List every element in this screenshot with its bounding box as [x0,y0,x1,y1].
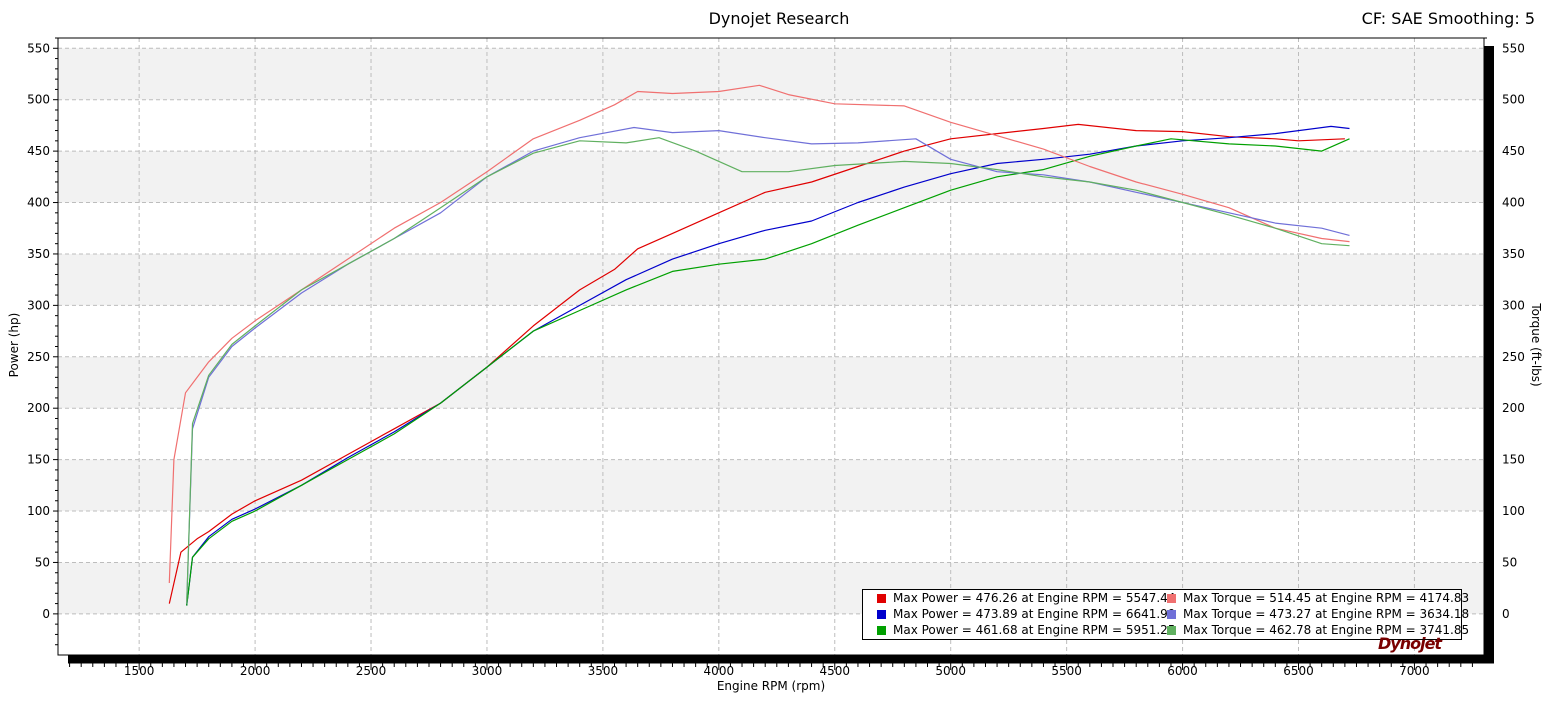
y2-tick-label: 50 [1502,555,1517,569]
legend-text: Max Torque = 462.78 at Engine RPM = 3741… [1183,623,1470,637]
plot-band [58,202,1484,254]
y2-tick-label: 0 [1502,607,1510,621]
plot-band [58,151,1484,203]
x-tick-label: 6500 [1283,664,1314,678]
x-tick-label: 6000 [1167,664,1198,678]
torque-curve-3 [168,84,1350,584]
y2-tick-label: 100 [1502,504,1525,518]
x-tick-label: 5000 [935,664,966,678]
y-tick-label: 450 [27,144,50,158]
plot-band [58,511,1484,563]
plot-band [58,99,1484,152]
y2-tick-label: 400 [1502,196,1525,210]
plot-band [58,356,1484,409]
legend-swatch [1167,610,1176,619]
plot-band [58,253,1484,306]
legend-swatch [877,610,886,619]
y-tick-label: 0 [42,607,50,621]
plot-band [58,305,1484,357]
x-tick-label: 7000 [1399,664,1430,678]
y2-tick-label: 350 [1502,247,1525,261]
curves [168,84,1350,606]
y-tick-label: 100 [27,504,50,518]
plot-shadow-right [1484,46,1494,663]
plot-band [58,408,1484,460]
y-tick-label: 550 [27,41,50,55]
y2-tick-label: 200 [1502,401,1525,415]
x-tick-label: 2000 [240,664,271,678]
torque-curve-5 [186,137,1350,604]
x-tick-label: 5500 [1051,664,1082,678]
y-tick-label: 500 [27,93,50,107]
y-tick-label: 250 [27,350,50,364]
legend-swatch [1167,594,1176,603]
y-tick-label: 350 [27,247,50,261]
grid-lines [58,38,1484,655]
alternating-bands [58,38,1484,655]
plot-shadow-bottom [68,655,1494,663]
y2-tick-label: 550 [1502,41,1525,55]
y2-tick-label: 150 [1502,453,1525,467]
y-tick-label: 200 [27,401,50,415]
y-tick-label: 50 [35,555,50,569]
x-tick-label: 1500 [124,664,155,678]
legend-box: Max Power = 476.26 at Engine RPM = 5547.… [862,589,1469,640]
legend-swatch [877,626,886,635]
y-axis-label-right: Torque (ft-lbs) [1529,302,1543,386]
plot-band [58,459,1484,512]
y-axis-label-left: Power (hp) [7,313,21,378]
y2-tick-label: 500 [1502,93,1525,107]
torque-curve-4 [186,126,1350,604]
legend-text: Max Power = 473.89 at Engine RPM = 6641.… [893,607,1176,621]
config-info: CF: SAE Smoothing: 5 [1362,9,1535,28]
x-tick-label: 3000 [472,664,503,678]
legend-swatch [877,594,886,603]
x-axis-label: Engine RPM (rpm) [717,679,825,693]
y2-tick-label: 250 [1502,350,1525,364]
y2-tick-label: 300 [1502,298,1525,312]
legend-text: Max Torque = 514.45 at Engine RPM = 4174… [1183,591,1470,605]
chart-title: Dynojet Research [709,9,850,28]
x-tick-label: 3500 [588,664,619,678]
x-tick-label: 4500 [819,664,850,678]
plot-band [58,48,1484,100]
x-tick-label: 4000 [704,664,735,678]
x-tick-label: 2500 [356,664,387,678]
legend-text: Max Power = 461.68 at Engine RPM = 5951.… [893,623,1176,637]
power-curve-0 [168,123,1345,604]
y-tick-label: 150 [27,453,50,467]
power-curve-2 [186,138,1350,606]
y-tick-label: 400 [27,196,50,210]
legend-text: Max Torque = 473.27 at Engine RPM = 3634… [1183,607,1470,621]
plot-band [58,38,1484,49]
dynojet-logo: Dynojet [1378,634,1442,653]
legend-text: Max Power = 476.26 at Engine RPM = 5547.… [893,591,1176,605]
axis-ticks: 0 0 50 50 100 100 150 150 200 200 250 250 300 300 350 3… [27,37,1525,678]
y-tick-label: 300 [27,298,50,312]
legend-swatch [1167,626,1176,635]
y2-tick-label: 450 [1502,144,1525,158]
